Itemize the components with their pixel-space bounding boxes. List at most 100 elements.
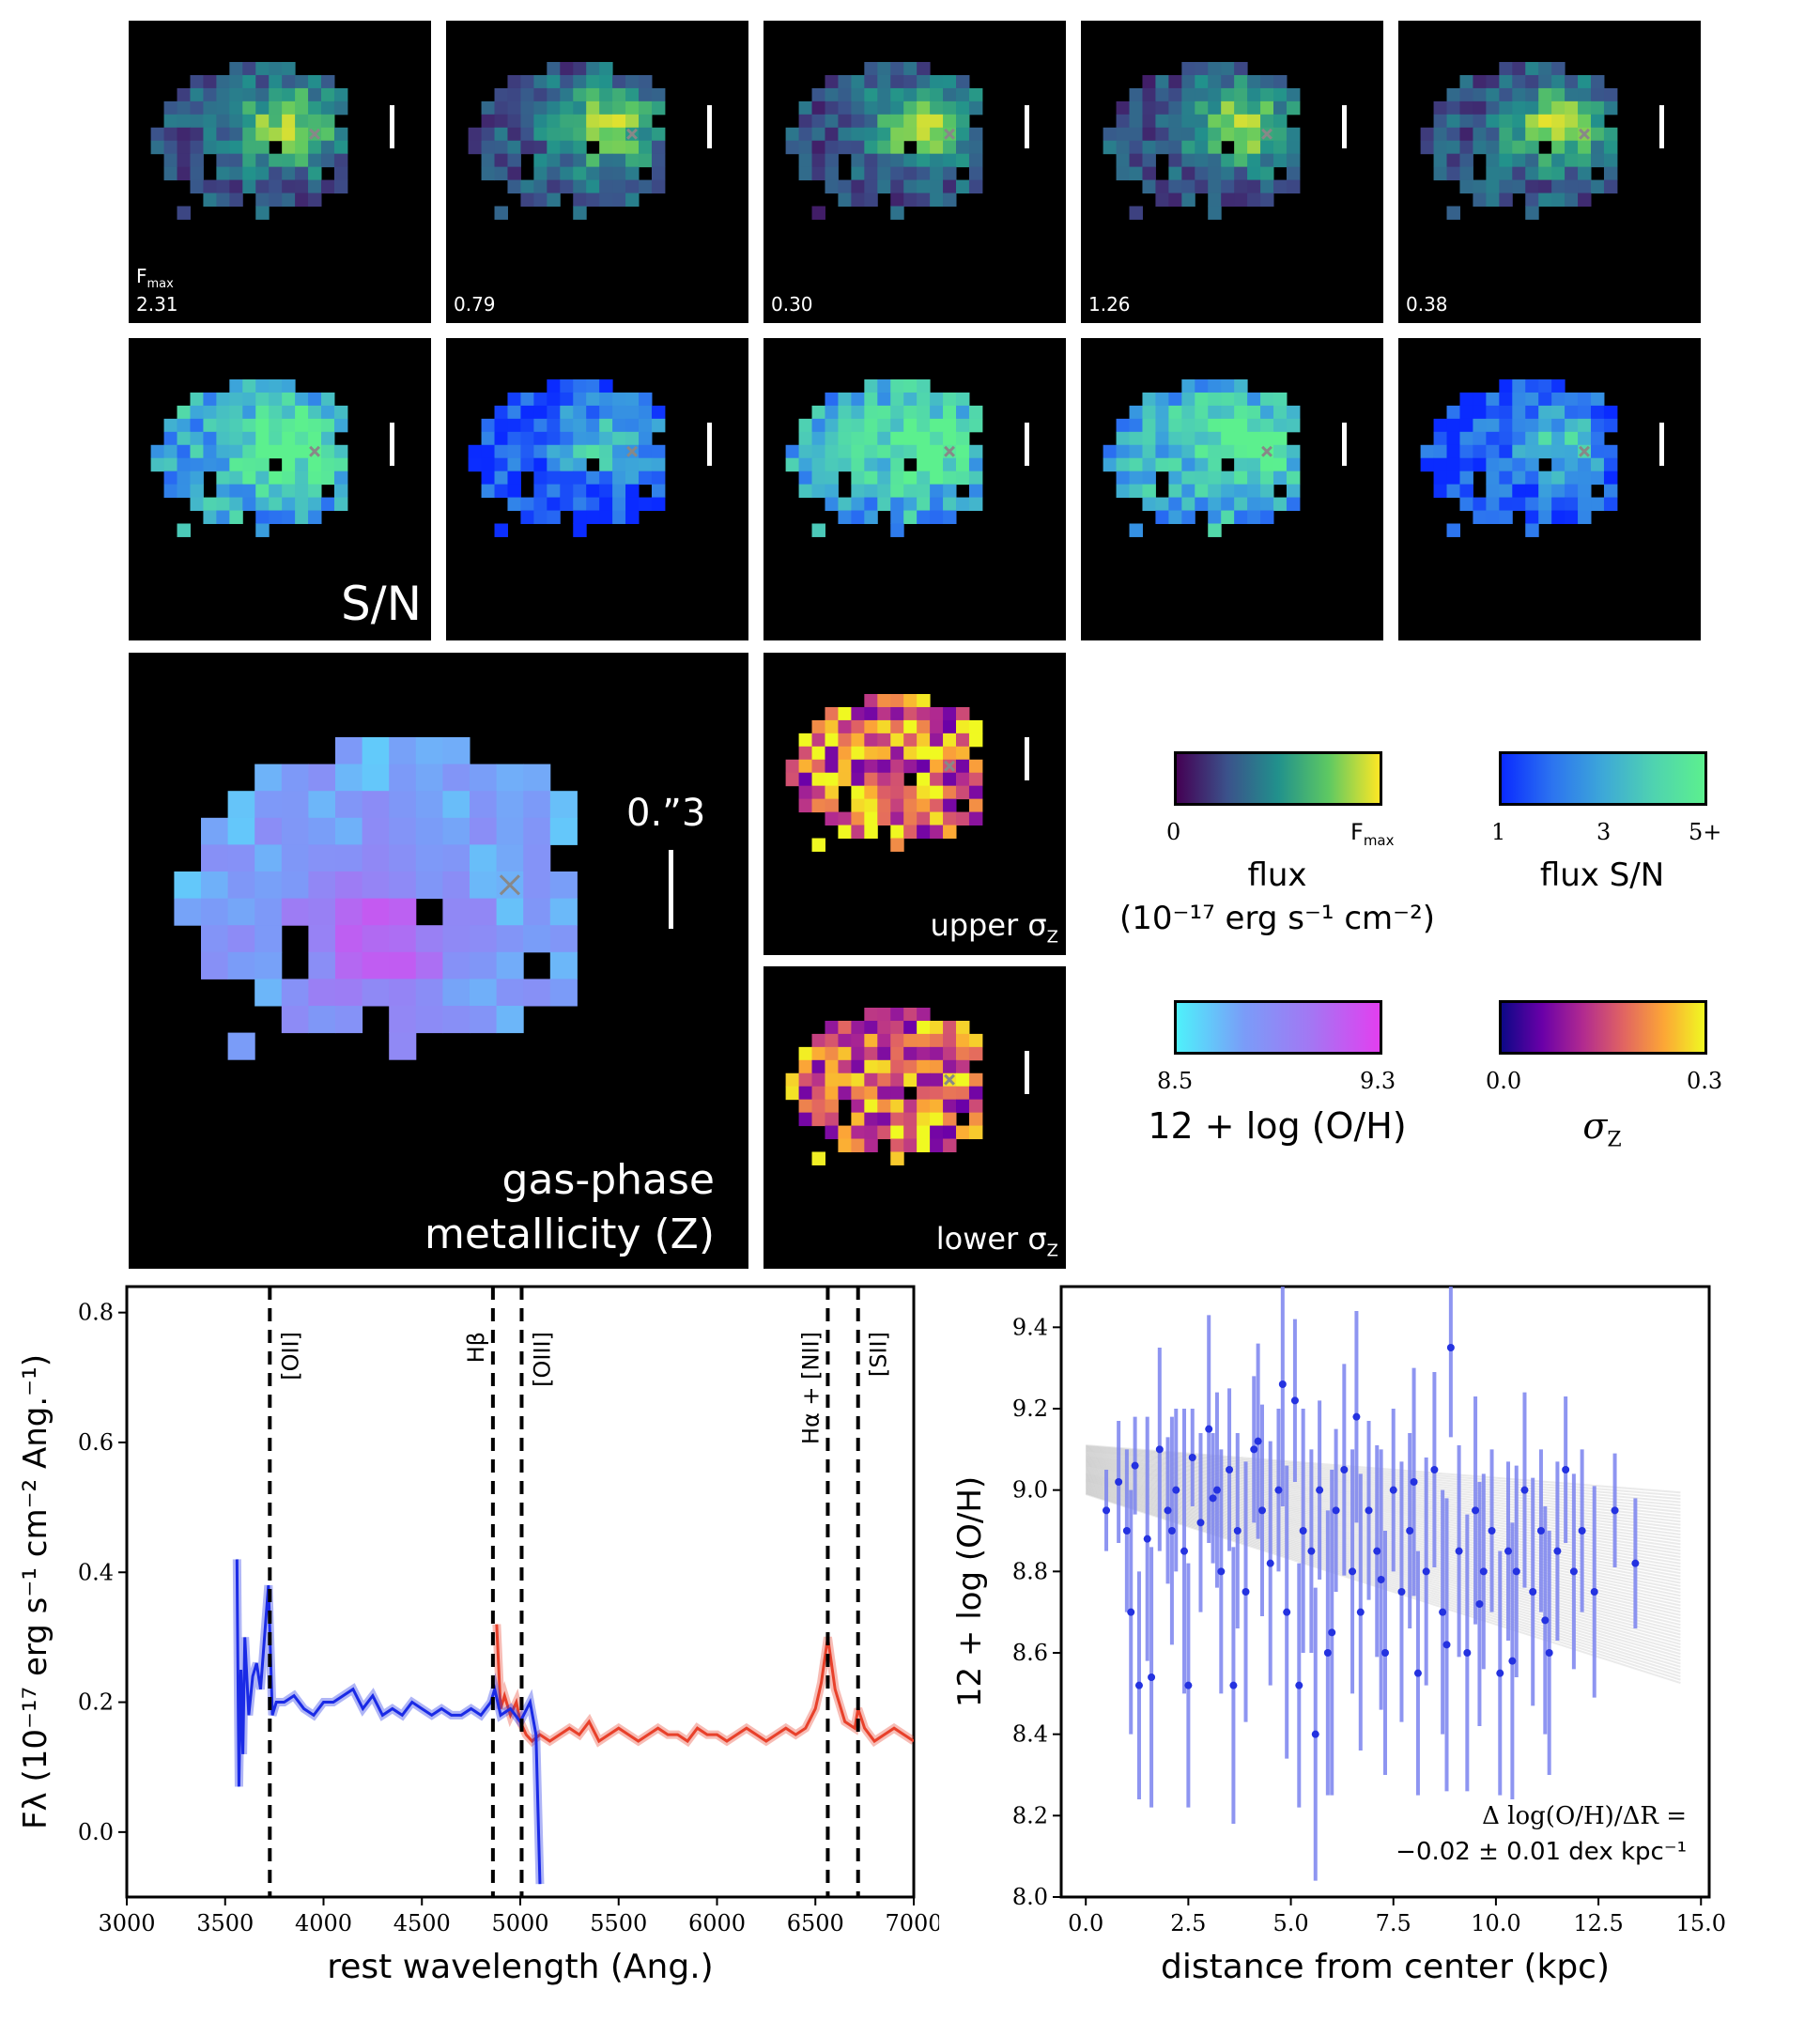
colorbar-sn-tick-3: 3 [1596,819,1612,845]
data-point [1299,1527,1307,1535]
data-point [1479,1567,1488,1576]
x-axis-label: distance from center (kpc) [1161,1948,1610,1986]
y-tick-label: 8.8 [1012,1558,1048,1584]
y-tick-label: 0.4 [78,1559,114,1585]
map-oiii-flux-pixels [785,62,983,220]
data-point [1352,1412,1361,1421]
data-point [1340,1466,1349,1473]
map-metallicity-pixels [174,737,578,1060]
data-point [1373,1547,1381,1555]
colorbar-sigma-gradient [1499,1000,1707,1055]
data-point [1410,1478,1418,1486]
data-point [1155,1445,1164,1454]
y-tick-label: 8.2 [1012,1802,1048,1828]
colorbar-flux-max: Fmax [1350,819,1395,849]
metallicity-gradient-chart: 0.0 2.5 5.0 7.5 10.0 12.5 15.0 8.0 8.2 8.4 8.6 8.8 9… [951,1285,1726,1986]
data-point [1508,1657,1517,1665]
x-tick-label: 6500 [787,1910,844,1936]
data-point [1496,1669,1504,1677]
center-marker-icon [309,128,320,140]
colorbar-metallicity: 8.5 9.3 12 + log (O/H) [1099,991,1437,1179]
center-marker-icon [1579,128,1590,140]
data-point [1413,1669,1422,1677]
x-tick-label: 0.0 [1068,1910,1103,1936]
data-point [1242,1588,1250,1596]
data-point [1205,1425,1213,1433]
emission-line-label: [SII] [866,1332,892,1377]
data-point [1184,1681,1193,1689]
map-oiii-flux: 0.30 [763,21,1066,323]
colorbar-sigma: 0.0 0.3 σZ [1427,991,1766,1179]
colorbar-sigma-max: 0.3 [1687,1068,1723,1094]
emission-line-label: Hβ [463,1332,489,1363]
colorbar-flux-gradient [1174,751,1382,806]
metallicity-label-2: metallicity (Z) [424,1211,715,1258]
emission-line-label: [OIII] [529,1332,555,1387]
data-point [1148,1674,1156,1681]
data-point [1463,1649,1472,1657]
data-point [1472,1506,1480,1515]
center-marker-icon [499,874,520,896]
data-point [1164,1506,1172,1515]
center-marker-icon [1261,445,1272,457]
map-hb-flux-pixels [468,62,666,220]
map-hb-sn-pixels [468,379,666,537]
data-point [1631,1559,1640,1567]
data-point [1349,1567,1357,1576]
data-point [1512,1567,1520,1576]
data-point [1323,1649,1332,1657]
map-ha-nii-flux: 1.26 [1081,21,1383,323]
data-point [1188,1454,1196,1461]
center-marker-icon [626,445,638,457]
y-tick-label: 9.2 [1012,1396,1048,1422]
scale-bar [1342,105,1347,148]
map-oii-sn-pixels [150,379,348,537]
data-point [1590,1588,1598,1596]
colorbar-sn: 1 3 5+ flux S/N [1427,742,1766,949]
x-tick-label: 15.0 [1676,1910,1726,1936]
data-point [1217,1567,1226,1576]
colorbar-sn-tick-5: 5+ [1689,819,1722,845]
sigma-label: upper σZ [930,906,1058,947]
center-marker-icon [626,128,638,140]
gradient-annotation-2: −0.02 ± 0.01 dex kpc⁻¹ [1396,1838,1687,1866]
colorbar-sn-gradient [1499,751,1707,806]
data-point [1290,1396,1299,1405]
y-tick-label: 0.6 [78,1429,114,1456]
data-point [1229,1681,1238,1689]
y-tick-label: 9.0 [1012,1477,1048,1504]
y-tick-label: 8.4 [1012,1721,1048,1748]
spectrum-red-line-band [492,1624,914,1748]
colorbar-flux-title-1: flux [1247,856,1307,894]
emission-line-label: [OII] [277,1332,303,1380]
map-oii-sn: S/N [129,338,431,640]
scale-bar-label: 0.”3 [626,792,706,835]
colorbar-metallicity-title: 12 + log (O/H) [1148,1105,1407,1147]
x-tick-label: 4500 [393,1910,451,1936]
map-ha-nii-sn [1081,338,1383,640]
data-point [1127,1608,1135,1616]
scale-bar [1025,737,1029,780]
map-oii-flux-pixels [150,62,348,220]
scale-bar [1659,105,1664,148]
data-point [1209,1494,1217,1503]
center-marker-icon [944,128,955,140]
scale-bar [390,105,394,148]
fmax-value: 0.30 [771,293,813,316]
scale-bar [1659,423,1664,466]
data-point [1389,1486,1397,1494]
data-point [1504,1547,1513,1555]
data-point [1365,1506,1373,1515]
spectrum-chart: 3000 3500 4000 4500 5000 5500 6000 6500 7000 0.0 0… [17,1285,939,1986]
x-tick-label: 12.5 [1573,1910,1623,1936]
x-tick-label: 10.0 [1471,1910,1520,1936]
spectrum-series [232,1559,914,1885]
y-tick-label: 0.8 [78,1300,114,1326]
data-point [1254,1437,1262,1445]
data-point [1545,1649,1553,1657]
map-oii-flux: Fmax 2.31 [129,21,431,323]
map-lower-sigma: lower σZ [763,966,1066,1269]
x-axis-label: rest wavelength (Ang.) [327,1948,713,1986]
scale-bar [707,423,712,466]
plot-frame [1059,1285,1711,1899]
